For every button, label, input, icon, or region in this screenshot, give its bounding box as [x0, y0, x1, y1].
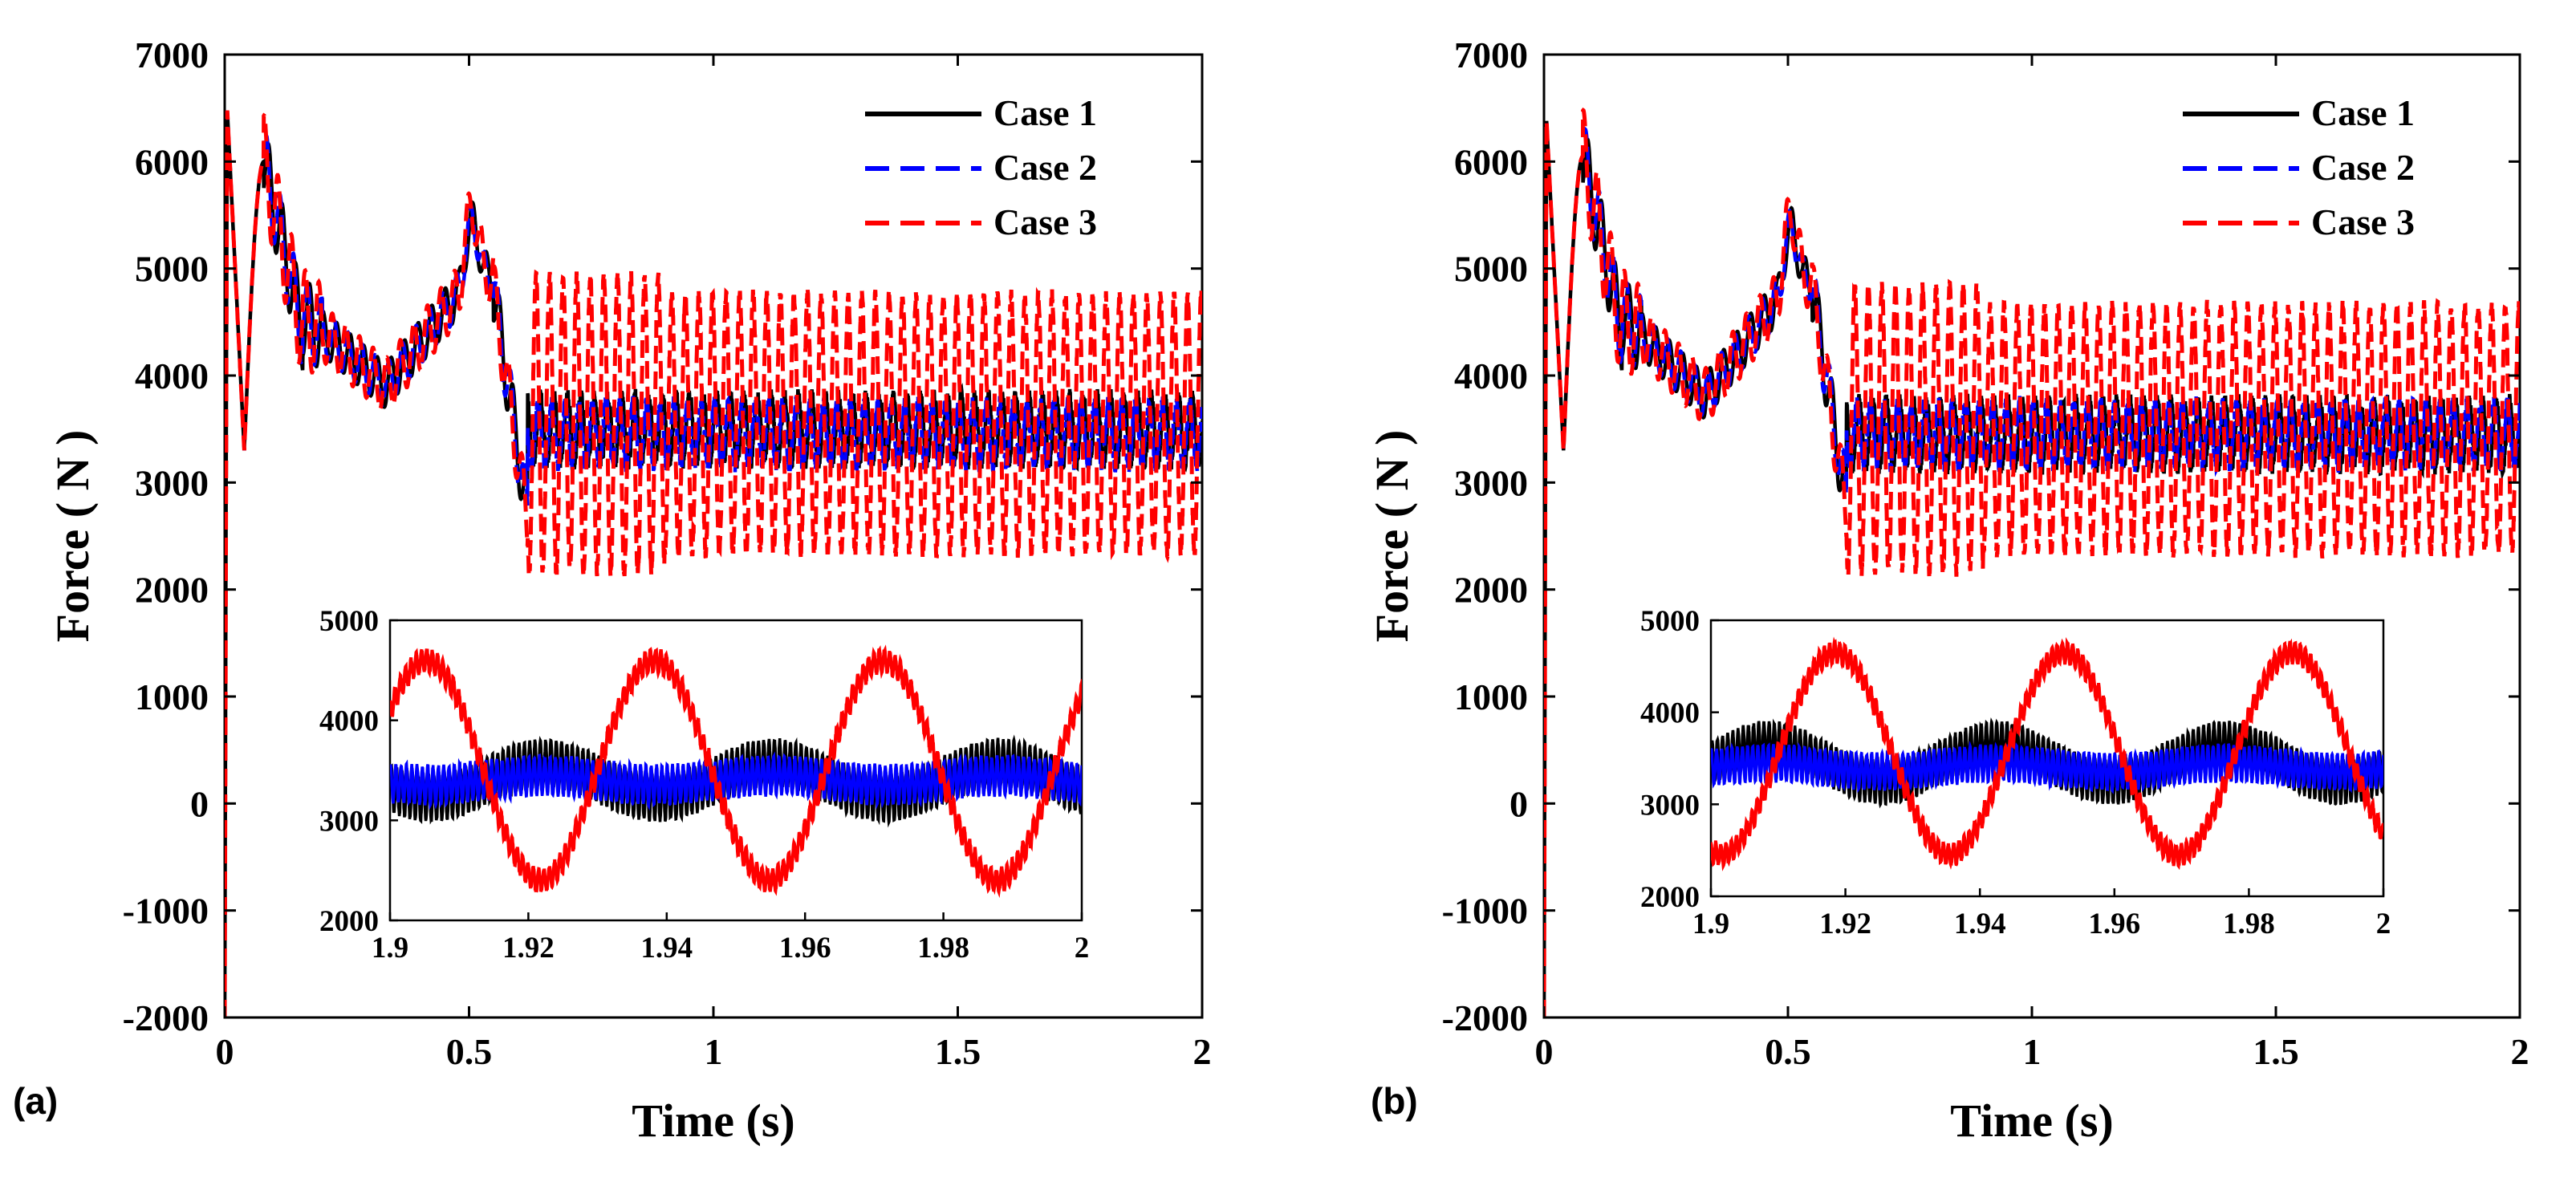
- legend-label-case2: Case 2: [993, 147, 1097, 188]
- inset-x-tick-label: 1.94: [640, 932, 693, 965]
- inset-x-tick-label: 1.96: [2088, 908, 2140, 940]
- y-tick-label: 7000: [135, 35, 209, 75]
- inset-y-tick-label: 4000: [1640, 697, 1700, 730]
- inset-y-tick-label: 3000: [319, 805, 379, 838]
- inset-x-tick-label: 1.94: [1954, 908, 2006, 940]
- legend-label-case2: Case 2: [2311, 147, 2415, 188]
- x-tick-label: 0.5: [446, 1031, 493, 1072]
- y-tick-label: 4000: [1454, 355, 1528, 396]
- y-tick-label: 6000: [1454, 141, 1528, 182]
- panel-label: (b): [1371, 1080, 1418, 1122]
- y-tick-label: 3000: [1454, 462, 1528, 503]
- inset-y-tick-label: 5000: [1640, 605, 1700, 638]
- inset-x-tick-label: 1.96: [779, 932, 831, 965]
- y-tick-label: 1000: [135, 676, 209, 717]
- x-tick-label: 1.5: [935, 1031, 981, 1072]
- series-lines: [225, 110, 1202, 1017]
- x-axis-label: Time (s): [1950, 1095, 2114, 1147]
- inset-series-lines: [1711, 636, 2383, 871]
- inset-y-tick-label: 2000: [319, 905, 379, 938]
- legend-label-case1: Case 1: [2311, 92, 2415, 133]
- y-tick-label: 2000: [135, 570, 209, 611]
- x-tick-label: 1: [705, 1031, 723, 1072]
- panel-label: (a): [13, 1080, 58, 1122]
- series-line-case3: [1544, 108, 2520, 1017]
- inset-x-tick-label: 2: [1075, 932, 1090, 965]
- inset-x-tick-label: 2: [2376, 908, 2391, 940]
- x-tick-label: 0.5: [1765, 1031, 1811, 1072]
- panel-a: 0 0.5 1 1.5 2 -2000 -1000 0 1000 2000 3000 4000 5000…: [13, 35, 1212, 1147]
- y-tick-label: -1000: [1442, 891, 1528, 932]
- inset-x-tick-label: 1.98: [2223, 908, 2275, 940]
- y-tick-label: 0: [1509, 783, 1528, 824]
- inset-y-tick-label: 5000: [319, 605, 379, 638]
- y-axis-label: Force ( N ): [47, 430, 99, 643]
- inset-plot: 1.9 1.92 1.94 1.96 1.98 2 2000 3000 4000 5000: [1640, 605, 2391, 940]
- y-tick-label: -2000: [123, 997, 209, 1038]
- inset-plot: 1.9 1.92 1.94 1.96 1.98 2 2000 3000 4000 5000: [319, 605, 1089, 965]
- inset-x-tick-label: 1.9: [372, 932, 408, 965]
- inset-series-lines: [390, 644, 1082, 899]
- y-tick-label: 5000: [1454, 249, 1528, 290]
- inset-y-tick-label: 3000: [1640, 789, 1700, 822]
- legend-label-case3: Case 3: [2311, 201, 2415, 242]
- series-line-case3: [225, 110, 1202, 1017]
- x-tick-label: 0: [1535, 1031, 1554, 1072]
- inset-x-tick-label: 1.92: [1819, 908, 1871, 940]
- y-tick-label: 2000: [1454, 570, 1528, 611]
- inset-y-tick-label: 4000: [319, 705, 379, 738]
- panel-b: 0 0.5 1 1.5 2 -2000 -1000 0 1000 2000 3000 4000 5000…: [1366, 35, 2529, 1147]
- y-tick-label: 3000: [135, 462, 209, 503]
- y-tick-label: 6000: [135, 141, 209, 182]
- x-tick-label: 2: [1193, 1031, 1212, 1072]
- inset-x-tick-label: 1.9: [1692, 908, 1729, 940]
- y-tick-label: 0: [190, 783, 209, 824]
- inset-series-line-case3: [390, 644, 1082, 899]
- inset-series-line-case2: [390, 751, 1082, 811]
- inset-x-tick-label: 1.98: [917, 932, 969, 965]
- y-tick-label: -2000: [1442, 997, 1528, 1038]
- x-tick-label: 2: [2511, 1031, 2529, 1072]
- series-lines: [1544, 108, 2520, 1017]
- x-tick-label: 1: [2023, 1031, 2042, 1072]
- y-tick-label: 5000: [135, 249, 209, 290]
- x-axis-label: Time (s): [632, 1095, 795, 1147]
- inset-y-tick-label: 2000: [1640, 881, 1700, 914]
- legend-label-case3: Case 3: [993, 201, 1097, 242]
- y-tick-label: -1000: [123, 891, 209, 932]
- legend-label-case1: Case 1: [993, 92, 1097, 133]
- y-tick-label: 1000: [1454, 676, 1528, 717]
- x-tick-label: 0: [216, 1031, 234, 1072]
- y-axis-label: Force ( N ): [1366, 430, 1418, 643]
- inset-series-line-case2: [1711, 741, 2383, 794]
- inset-series-line-case3: [1711, 636, 2383, 871]
- y-tick-label: 4000: [135, 355, 209, 396]
- series-line-case2: [1544, 120, 2520, 1017]
- x-tick-label: 1.5: [2253, 1031, 2299, 1072]
- y-tick-label: 7000: [1454, 35, 1528, 75]
- inset-x-tick-label: 1.92: [502, 932, 555, 965]
